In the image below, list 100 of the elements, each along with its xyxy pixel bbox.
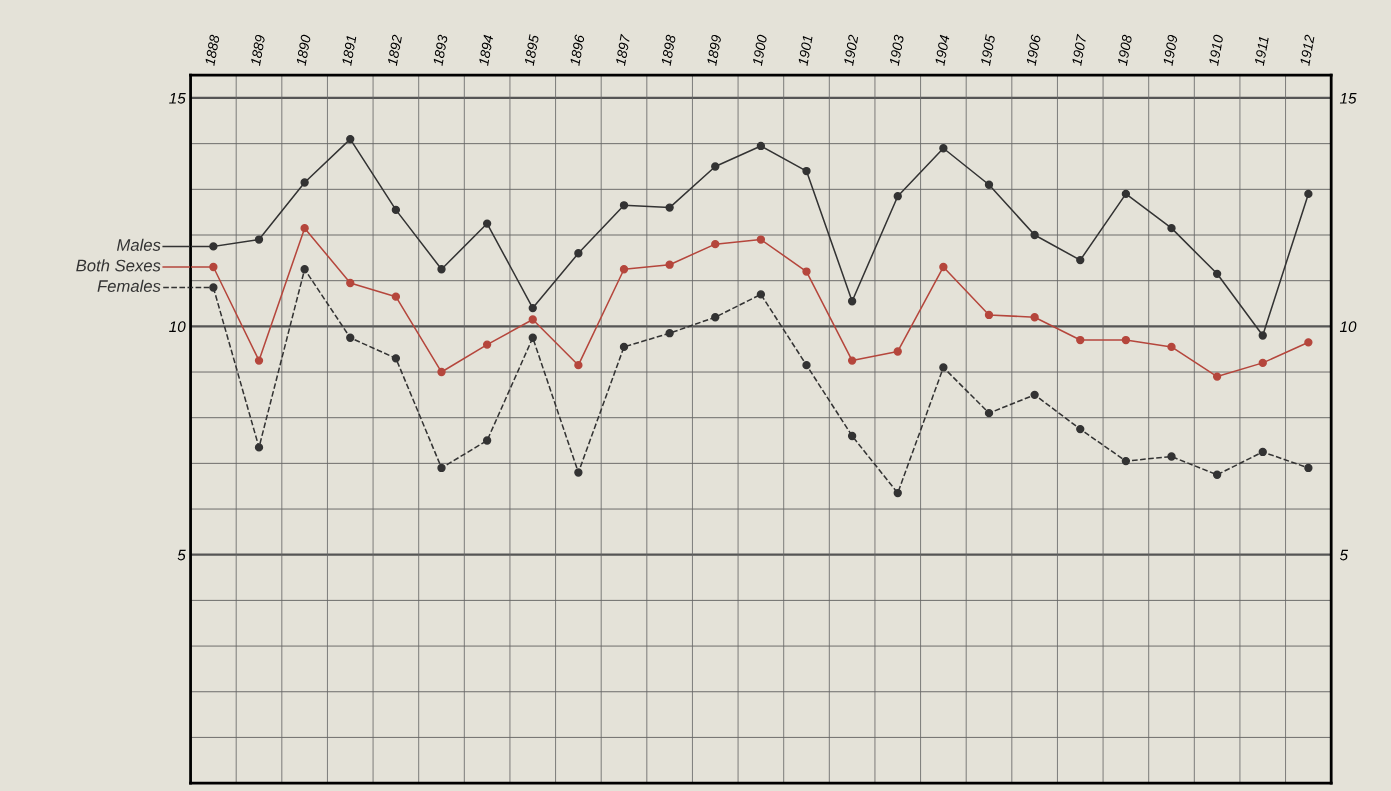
x-tick-label: 1892 bbox=[387, 34, 403, 66]
point bbox=[1304, 189, 1313, 199]
point bbox=[1030, 230, 1039, 240]
point bbox=[939, 363, 948, 372]
y2-tick-label: 15 bbox=[1339, 93, 1357, 104]
point bbox=[756, 290, 766, 299]
point bbox=[574, 361, 583, 370]
point bbox=[893, 488, 902, 498]
point bbox=[893, 347, 902, 356]
point bbox=[1121, 335, 1131, 345]
point bbox=[1167, 452, 1176, 461]
point bbox=[528, 333, 537, 342]
point bbox=[1304, 338, 1313, 347]
x-tick-label: 1894 bbox=[478, 34, 494, 66]
point bbox=[1212, 470, 1222, 479]
point bbox=[1258, 358, 1267, 368]
point bbox=[254, 235, 264, 244]
point bbox=[984, 310, 994, 320]
point bbox=[346, 134, 355, 144]
legend-label: Females bbox=[97, 279, 161, 292]
x-tick-label: 1903 bbox=[889, 34, 905, 66]
point bbox=[1212, 269, 1222, 278]
x-tick-label: 1891 bbox=[341, 35, 357, 66]
point bbox=[482, 436, 492, 445]
x-tick-label: 1897 bbox=[615, 33, 631, 66]
point bbox=[665, 260, 674, 269]
x-tick-label: 1908 bbox=[1117, 34, 1133, 66]
y2-tick-label: 10 bbox=[1339, 321, 1357, 333]
x-tick-label: 1910 bbox=[1208, 34, 1224, 66]
point bbox=[391, 354, 401, 363]
point bbox=[300, 265, 309, 274]
x-tick-label: 1902 bbox=[843, 34, 859, 66]
point bbox=[574, 249, 583, 258]
point bbox=[1030, 313, 1039, 322]
point bbox=[619, 265, 629, 274]
point bbox=[847, 297, 857, 306]
point bbox=[391, 292, 401, 301]
point bbox=[300, 178, 309, 187]
point bbox=[939, 144, 948, 153]
x-tick-label: 1898 bbox=[660, 34, 676, 66]
point bbox=[574, 468, 583, 477]
point bbox=[528, 303, 537, 313]
point bbox=[756, 235, 766, 244]
point bbox=[756, 141, 766, 151]
point bbox=[893, 192, 902, 201]
x-tick-label: 1899 bbox=[706, 34, 722, 66]
y2-tick-label: 5 bbox=[1339, 549, 1349, 561]
point bbox=[802, 361, 811, 370]
point bbox=[1167, 342, 1176, 352]
point bbox=[437, 265, 446, 274]
x-tick-label: 1907 bbox=[1071, 33, 1087, 66]
point bbox=[482, 219, 492, 228]
point bbox=[1030, 390, 1039, 400]
point bbox=[346, 333, 355, 342]
x-tick-label: 1889 bbox=[250, 34, 266, 66]
point bbox=[939, 262, 948, 272]
point bbox=[1076, 335, 1085, 345]
legend-label: Both Sexes bbox=[76, 259, 161, 272]
x-tick-label: 1900 bbox=[752, 34, 768, 66]
point bbox=[1304, 463, 1313, 473]
point bbox=[437, 463, 446, 473]
point bbox=[802, 267, 811, 276]
x-tick-label: 1901 bbox=[797, 35, 813, 66]
point bbox=[209, 242, 218, 251]
point bbox=[802, 166, 811, 176]
x-tick-label: 1895 bbox=[524, 34, 540, 66]
point bbox=[1121, 189, 1131, 199]
y-tick-label: 15 bbox=[169, 93, 186, 104]
x-tick-label: 1888 bbox=[204, 34, 220, 66]
point bbox=[665, 329, 674, 338]
point bbox=[847, 356, 857, 365]
x-tick-label: 1906 bbox=[1025, 34, 1041, 66]
x-tick-label: 1896 bbox=[569, 34, 585, 66]
x-tick-label: 1890 bbox=[296, 34, 311, 66]
point bbox=[346, 278, 355, 288]
x-tick-label: 1893 bbox=[432, 34, 448, 66]
point bbox=[437, 367, 446, 377]
point bbox=[619, 342, 629, 352]
x-tick-label: 1905 bbox=[980, 34, 996, 66]
point bbox=[1121, 456, 1131, 466]
point bbox=[711, 313, 720, 322]
point bbox=[1167, 223, 1176, 233]
x-tick-label: 1909 bbox=[1162, 34, 1178, 66]
y-tick-label: 5 bbox=[177, 549, 186, 561]
point bbox=[254, 356, 264, 365]
x-tick-label: 1911 bbox=[1254, 36, 1269, 66]
point bbox=[528, 315, 537, 324]
point bbox=[391, 205, 401, 215]
point bbox=[1258, 447, 1267, 457]
x-tick-label: 1904 bbox=[934, 34, 950, 66]
point bbox=[482, 340, 492, 349]
legend-label: Males bbox=[116, 238, 161, 251]
point bbox=[984, 408, 994, 418]
x-tick-label: 1912 bbox=[1299, 34, 1315, 66]
point bbox=[984, 180, 994, 189]
point bbox=[1076, 424, 1085, 434]
point bbox=[1212, 372, 1222, 381]
point bbox=[1076, 255, 1085, 265]
point bbox=[1258, 331, 1267, 340]
point bbox=[847, 431, 857, 441]
